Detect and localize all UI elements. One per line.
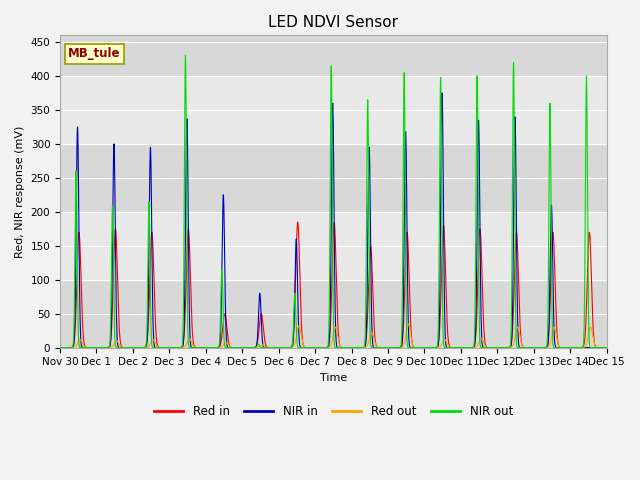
Bar [60, 144, 607, 212]
Bar [60, 280, 607, 348]
Bar [60, 212, 607, 280]
Bar [60, 76, 607, 144]
Legend: Red in, NIR in, Red out, NIR out: Red in, NIR in, Red out, NIR out [149, 400, 518, 423]
X-axis label: Time: Time [320, 373, 347, 383]
Bar [60, 8, 607, 76]
Title: LED NDVI Sensor: LED NDVI Sensor [268, 15, 398, 30]
Y-axis label: Red, NIR response (mV): Red, NIR response (mV) [15, 125, 25, 258]
Text: MB_tule: MB_tule [68, 47, 121, 60]
